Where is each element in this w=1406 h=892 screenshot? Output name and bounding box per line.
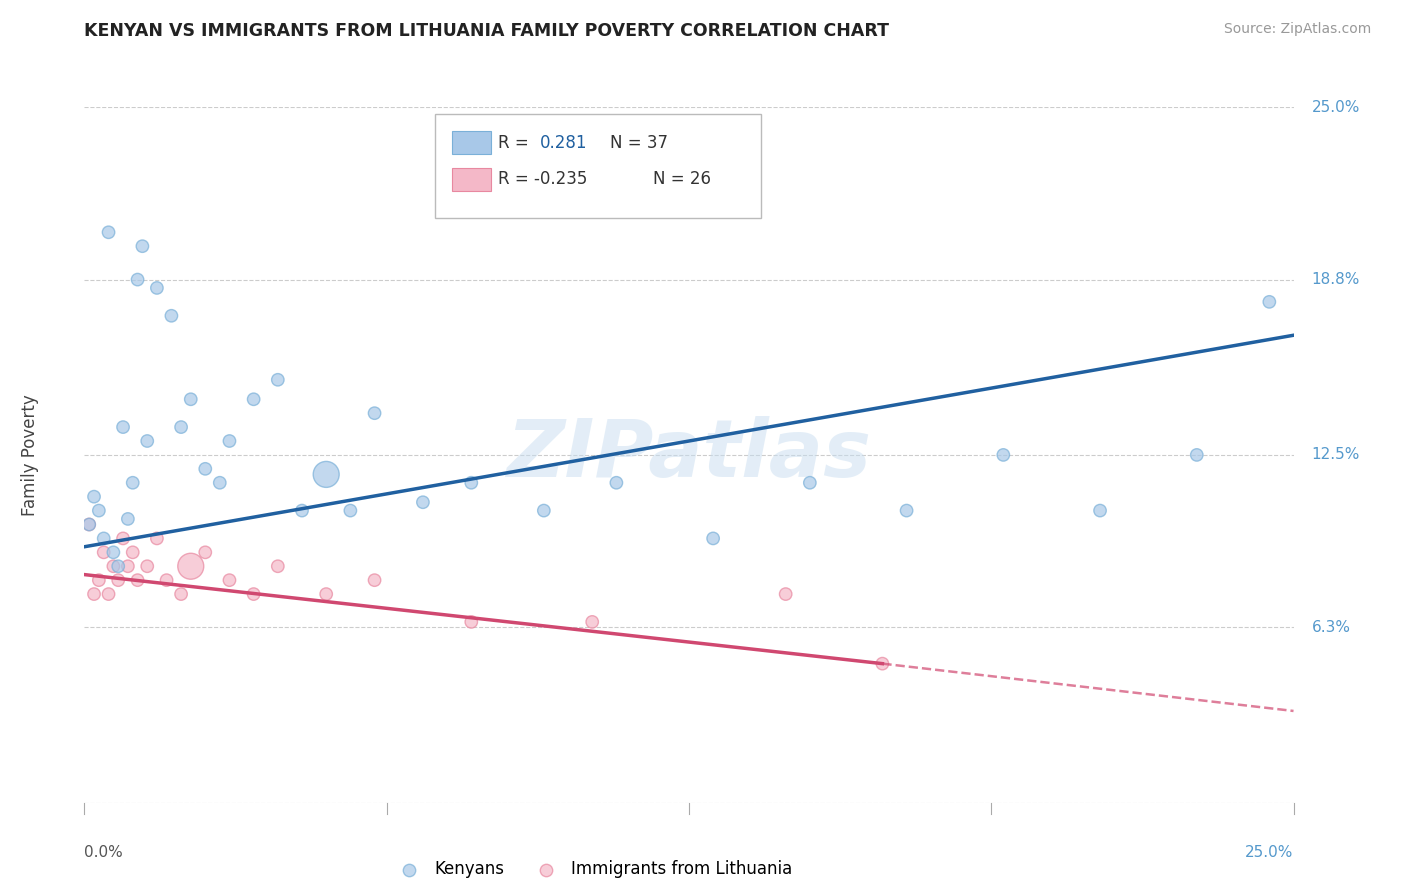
Point [605,475,627,490]
Point [702,532,724,546]
Point [194,545,217,559]
Text: ZIPatlas: ZIPatlas [506,416,872,494]
Point [136,559,159,574]
Point [775,587,797,601]
Text: R =: R = [498,134,534,152]
Point [315,587,337,601]
Text: Family Poverty: Family Poverty [21,394,39,516]
Point [339,503,361,517]
Point [77,517,100,532]
Point [581,615,603,629]
Point [218,434,240,448]
Point [1258,294,1281,309]
Point [315,467,337,482]
Text: 25.0%: 25.0% [1312,100,1360,114]
Point [107,559,129,574]
Point [1088,503,1111,517]
Point [93,545,115,559]
Point [896,503,918,517]
Point [83,490,105,504]
Point [267,559,290,574]
Point [993,448,1015,462]
Point [194,462,217,476]
Point [127,573,149,587]
Point [1185,448,1208,462]
Point [83,587,105,601]
Point [218,573,240,587]
Point [93,532,115,546]
Point [136,434,159,448]
Text: 0.0%: 0.0% [84,845,124,860]
Point [97,587,120,601]
Text: 0.281: 0.281 [540,134,588,152]
Point [121,475,143,490]
Point [117,512,139,526]
Point [155,573,177,587]
Point [170,587,193,601]
Point [412,495,434,509]
Point [103,545,125,559]
Point [87,503,110,517]
Text: 12.5%: 12.5% [1312,448,1360,462]
Point [97,225,120,239]
Text: 6.3%: 6.3% [1312,620,1351,635]
Text: KENYAN VS IMMIGRANTS FROM LITHUANIA FAMILY POVERTY CORRELATION CHART: KENYAN VS IMMIGRANTS FROM LITHUANIA FAMI… [84,22,890,40]
Point [112,420,135,434]
Point [872,657,894,671]
Text: R = -0.235: R = -0.235 [498,169,588,187]
Point [131,239,153,253]
Point [160,309,183,323]
Point [87,573,110,587]
Legend: Kenyans, Immigrants from Lithuania: Kenyans, Immigrants from Lithuania [385,854,799,885]
Point [799,475,821,490]
Point [291,503,314,517]
Point [242,392,264,407]
Point [146,281,169,295]
Text: N = 37: N = 37 [610,134,668,152]
Point [363,573,385,587]
Point [242,587,264,601]
Point [363,406,385,420]
FancyBboxPatch shape [451,168,491,191]
Text: 25.0%: 25.0% [1246,845,1294,860]
Text: N = 26: N = 26 [652,169,710,187]
Point [117,559,139,574]
Point [103,559,125,574]
Point [121,545,143,559]
Text: 18.8%: 18.8% [1312,272,1360,287]
Point [77,517,100,532]
Point [460,475,482,490]
Text: Source: ZipAtlas.com: Source: ZipAtlas.com [1223,22,1371,37]
Point [146,532,169,546]
Point [180,392,202,407]
Point [180,559,202,574]
Point [460,615,482,629]
Point [267,373,290,387]
Point [112,532,135,546]
Point [127,272,149,286]
FancyBboxPatch shape [451,131,491,154]
FancyBboxPatch shape [434,114,762,219]
Point [107,573,129,587]
Point [170,420,193,434]
Point [533,503,555,517]
Point [208,475,231,490]
